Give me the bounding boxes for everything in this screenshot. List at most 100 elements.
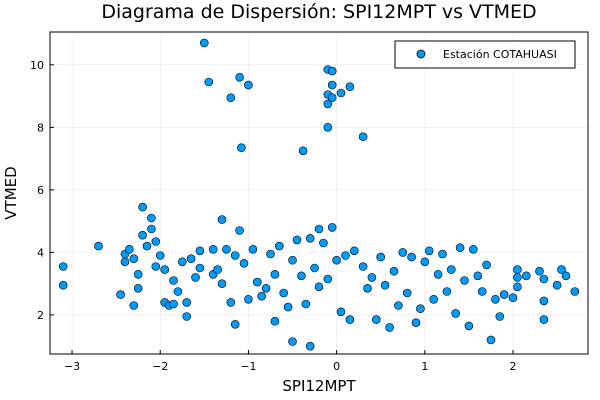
data-point	[327, 66, 337, 76]
data-point	[58, 262, 68, 271]
data-point	[358, 132, 368, 141]
data-point	[323, 274, 333, 284]
data-point	[332, 255, 341, 265]
data-point	[217, 215, 227, 224]
data-point	[200, 38, 209, 48]
data-point	[160, 265, 169, 274]
data-point	[94, 241, 103, 251]
data-point	[244, 80, 253, 90]
data-point	[473, 271, 483, 281]
data-point	[411, 318, 421, 328]
data-point	[310, 263, 319, 273]
data-point	[120, 257, 130, 267]
x-tick-label: −1	[240, 360, 256, 373]
data-point	[147, 224, 156, 234]
data-point	[237, 143, 246, 152]
data-point	[521, 271, 531, 281]
data-point	[297, 271, 306, 281]
data-point	[424, 246, 434, 256]
x-tick-label: −2	[152, 360, 168, 373]
y-tick-label: 8	[37, 121, 44, 134]
data-point	[385, 323, 394, 332]
data-point	[552, 280, 562, 290]
x-tick-label: −3	[64, 360, 80, 373]
data-point	[446, 265, 456, 274]
data-point	[380, 280, 390, 290]
data-point	[336, 88, 346, 98]
data-point	[151, 237, 161, 246]
data-point	[235, 226, 244, 235]
data-point	[345, 82, 355, 91]
data-point	[301, 299, 311, 309]
data-point	[230, 319, 240, 329]
data-point	[345, 315, 355, 324]
data-point	[226, 93, 236, 102]
data-point	[327, 223, 337, 232]
data-point	[151, 262, 161, 271]
data-point	[539, 315, 549, 324]
data-point	[477, 287, 487, 296]
data-point	[292, 235, 302, 245]
legend-label: Estación COTAHUASI	[443, 48, 557, 61]
data-point	[464, 321, 474, 331]
data-point	[138, 230, 147, 240]
data-point	[433, 269, 443, 279]
data-points	[58, 38, 580, 351]
data-point	[371, 315, 381, 324]
data-point	[513, 273, 522, 282]
x-axis-label: SPI12MPT	[282, 377, 356, 395]
data-point	[213, 265, 222, 274]
data-point	[455, 243, 465, 252]
data-point	[283, 302, 293, 312]
data-point	[499, 290, 509, 299]
y-tick-label: 6	[37, 184, 44, 197]
data-point	[398, 248, 408, 257]
data-point	[133, 283, 143, 293]
data-point	[508, 293, 518, 303]
data-point	[407, 252, 416, 262]
data-point	[539, 296, 549, 306]
data-point	[323, 123, 333, 132]
data-point	[58, 280, 68, 290]
x-tick-label: 1	[421, 360, 428, 373]
data-point	[486, 335, 496, 345]
data-point	[429, 294, 439, 304]
legend: Estación COTAHUASI	[394, 40, 576, 69]
data-point	[314, 224, 324, 234]
data-point	[270, 269, 280, 279]
data-point	[557, 265, 566, 274]
data-point	[298, 146, 308, 156]
data-point	[226, 298, 236, 307]
data-point	[314, 282, 324, 292]
y-tick-label: 4	[37, 246, 44, 259]
data-point	[442, 287, 452, 296]
data-point	[257, 291, 267, 301]
data-point	[129, 254, 139, 264]
data-point	[261, 283, 271, 293]
data-point	[266, 249, 275, 259]
data-point	[169, 299, 178, 309]
data-point	[288, 337, 297, 346]
data-point	[186, 254, 196, 264]
data-point	[178, 257, 187, 267]
data-point	[570, 287, 580, 296]
data-point	[327, 93, 337, 102]
data-point	[513, 282, 522, 292]
plot-frame	[49, 31, 589, 355]
y-axis-label: VTMED	[2, 166, 20, 219]
data-point	[305, 341, 315, 351]
x-axis-ticks: −3 −2 −1 0 1 2	[64, 350, 517, 373]
data-point	[451, 309, 461, 318]
data-point	[270, 316, 280, 326]
data-point	[482, 260, 491, 270]
data-point	[389, 266, 399, 276]
x-tick-label: 2	[510, 360, 517, 373]
data-point	[468, 245, 478, 254]
data-point	[173, 287, 183, 296]
data-point	[222, 245, 231, 254]
data-point	[535, 266, 544, 276]
data-point	[239, 258, 249, 268]
data-point	[416, 304, 425, 314]
data-point	[420, 257, 430, 267]
data-point	[155, 251, 165, 260]
